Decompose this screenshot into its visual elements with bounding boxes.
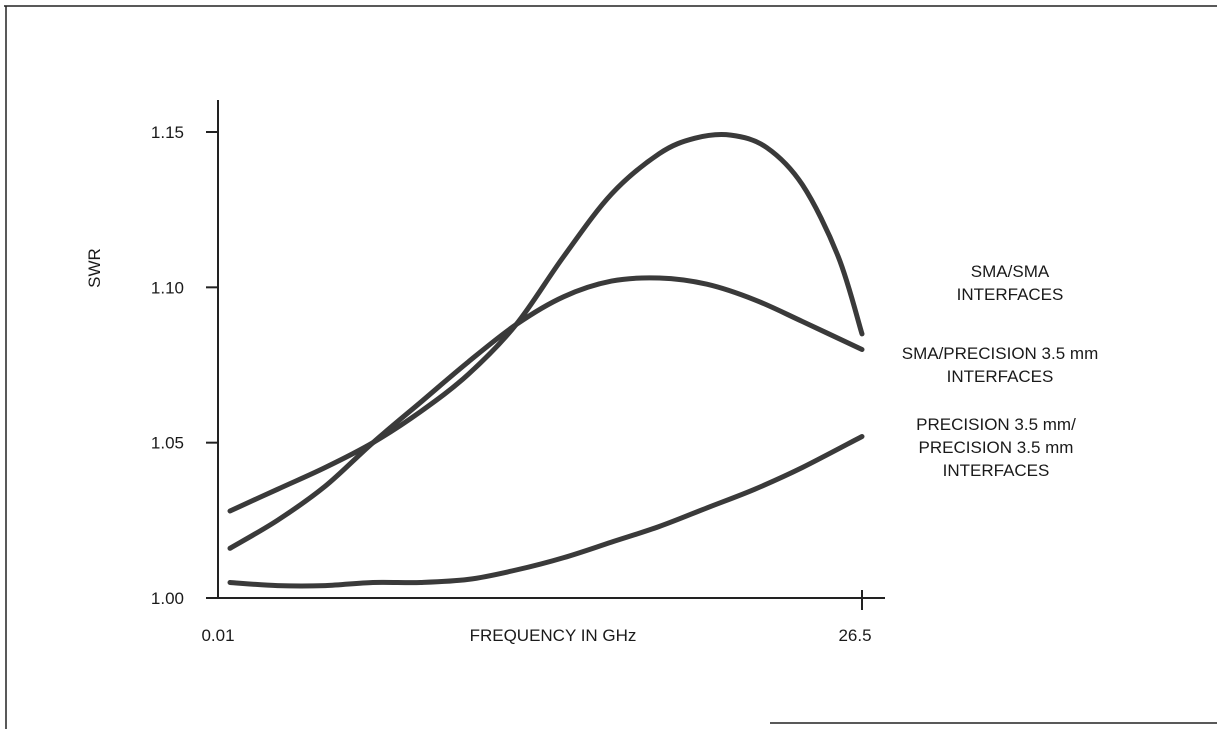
- series-line-sma-sma: [227, 132, 865, 514]
- series-lines: [227, 132, 865, 589]
- y-tick-label: 1.15: [151, 123, 184, 142]
- x-tick-label: 26.5: [838, 626, 871, 645]
- y-ticks: 1.00 1.05 1.10 1.15: [151, 123, 218, 608]
- legend-label: INTERFACES: [957, 285, 1064, 304]
- y-tick-label: 1.10: [151, 278, 184, 297]
- series-line-precision-precision: [227, 434, 865, 589]
- x-tick-label: 0.01: [201, 626, 234, 645]
- legend-label: SMA/SMA: [971, 262, 1050, 281]
- legend-label: INTERFACES: [943, 461, 1050, 480]
- y-tick-label: 1.05: [151, 434, 184, 453]
- x-ticks: 0.01 26.5: [201, 590, 872, 645]
- legend: SMA/SMA INTERFACES SMA/PRECISION 3.5 mm INT…: [902, 262, 1098, 480]
- y-axis-title: SWR: [85, 248, 104, 288]
- legend-label: SMA/PRECISION 3.5 mm: [902, 344, 1098, 363]
- plot-area: 1.00 1.05 1.10 1.15 0.01 26.5: [151, 100, 885, 645]
- x-axis-title: FREQUENCY IN GHz: [470, 626, 637, 645]
- legend-label: INTERFACES: [947, 367, 1054, 386]
- series-line-sma-precision: [227, 275, 865, 551]
- y-tick-label: 1.00: [151, 589, 184, 608]
- legend-label: PRECISION 3.5 mm: [919, 438, 1074, 457]
- legend-label: PRECISION 3.5 mm/: [916, 415, 1076, 434]
